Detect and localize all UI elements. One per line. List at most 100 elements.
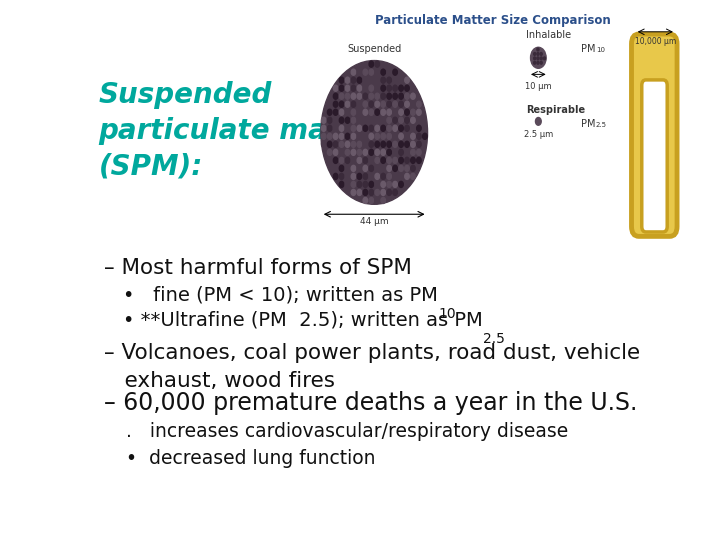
Circle shape <box>417 133 421 139</box>
Circle shape <box>333 85 338 91</box>
Text: Suspended: Suspended <box>347 44 401 54</box>
Circle shape <box>375 149 379 156</box>
Circle shape <box>381 141 385 147</box>
Circle shape <box>375 133 379 139</box>
Circle shape <box>357 149 361 156</box>
Circle shape <box>393 125 397 131</box>
Circle shape <box>346 77 350 83</box>
Circle shape <box>405 165 409 171</box>
Circle shape <box>357 157 361 164</box>
Circle shape <box>357 125 361 131</box>
Circle shape <box>393 149 397 156</box>
Circle shape <box>381 109 385 115</box>
Circle shape <box>321 117 326 123</box>
Circle shape <box>410 125 415 131</box>
Circle shape <box>417 117 421 123</box>
Circle shape <box>351 141 356 147</box>
Circle shape <box>417 101 421 107</box>
Circle shape <box>381 117 385 123</box>
Circle shape <box>328 117 332 123</box>
Circle shape <box>333 141 338 147</box>
Circle shape <box>328 109 332 115</box>
Circle shape <box>393 69 397 75</box>
Circle shape <box>333 133 338 139</box>
Circle shape <box>405 109 409 115</box>
Text: 2.5: 2.5 <box>483 332 505 346</box>
Circle shape <box>399 173 403 179</box>
Text: •   fine (PM < 10); written as PM: • fine (PM < 10); written as PM <box>124 285 438 304</box>
Circle shape <box>363 77 368 83</box>
Circle shape <box>381 69 385 75</box>
FancyBboxPatch shape <box>631 34 677 237</box>
Circle shape <box>369 198 374 204</box>
Circle shape <box>339 125 344 131</box>
Circle shape <box>357 109 361 115</box>
Circle shape <box>410 85 415 91</box>
Circle shape <box>346 101 350 107</box>
Text: – Volcanoes, coal power plants, road dust, vehicle
   exhaust, wood fires: – Volcanoes, coal power plants, road dus… <box>104 343 640 390</box>
Circle shape <box>369 69 374 75</box>
Circle shape <box>328 157 332 164</box>
Circle shape <box>423 125 427 131</box>
Circle shape <box>417 157 421 164</box>
Text: – 60,000 premature deaths a year in the U.S.: – 60,000 premature deaths a year in the … <box>104 391 637 415</box>
Circle shape <box>387 173 392 179</box>
Circle shape <box>351 165 356 171</box>
Circle shape <box>410 117 415 123</box>
Circle shape <box>405 181 409 187</box>
Circle shape <box>369 190 374 195</box>
Circle shape <box>540 62 542 64</box>
Text: 2.5: 2.5 <box>596 122 607 128</box>
Circle shape <box>351 133 356 139</box>
Circle shape <box>363 101 368 107</box>
Circle shape <box>321 141 326 147</box>
Circle shape <box>357 141 361 147</box>
Circle shape <box>405 141 409 147</box>
Circle shape <box>363 149 368 156</box>
Circle shape <box>405 85 409 91</box>
Circle shape <box>351 117 356 123</box>
Circle shape <box>321 133 326 139</box>
Circle shape <box>333 101 338 107</box>
Circle shape <box>537 52 539 55</box>
Circle shape <box>333 93 338 99</box>
Circle shape <box>375 141 379 147</box>
Circle shape <box>387 133 392 139</box>
Circle shape <box>399 133 403 139</box>
Circle shape <box>339 149 344 156</box>
Circle shape <box>387 190 392 195</box>
Circle shape <box>363 109 368 115</box>
Circle shape <box>346 85 350 91</box>
Circle shape <box>534 57 536 60</box>
Circle shape <box>351 109 356 115</box>
Circle shape <box>351 101 356 107</box>
Circle shape <box>375 125 379 131</box>
Circle shape <box>393 85 397 91</box>
Circle shape <box>375 117 379 123</box>
Circle shape <box>351 173 356 179</box>
Circle shape <box>381 77 385 83</box>
Text: Particulate Matter Size Comparison: Particulate Matter Size Comparison <box>375 14 611 26</box>
Circle shape <box>537 48 539 51</box>
Circle shape <box>357 173 361 179</box>
Circle shape <box>381 125 385 131</box>
Circle shape <box>351 125 356 131</box>
Circle shape <box>381 190 385 195</box>
Circle shape <box>393 181 397 187</box>
Circle shape <box>540 57 542 60</box>
Circle shape <box>381 181 385 187</box>
Circle shape <box>328 101 332 107</box>
Circle shape <box>351 85 356 91</box>
Circle shape <box>357 117 361 123</box>
Circle shape <box>333 125 338 131</box>
Circle shape <box>399 85 403 91</box>
Circle shape <box>351 181 356 187</box>
Circle shape <box>333 173 338 179</box>
Circle shape <box>339 93 344 99</box>
Circle shape <box>393 157 397 164</box>
Circle shape <box>393 109 397 115</box>
Text: .   increases cardiovascular/respiratory disease: . increases cardiovascular/respiratory d… <box>126 422 569 441</box>
Circle shape <box>375 157 379 164</box>
Circle shape <box>351 190 356 195</box>
Circle shape <box>417 141 421 147</box>
